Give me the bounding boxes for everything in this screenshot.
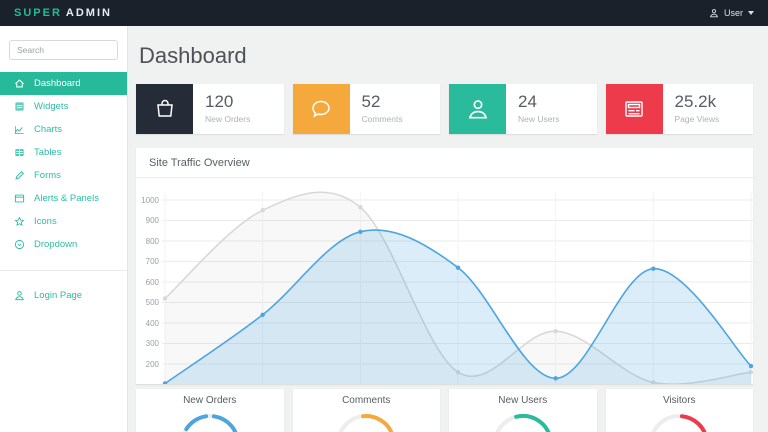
mini-card-visitors: Visitors	[605, 389, 753, 432]
user-icon	[13, 290, 25, 302]
traffic-chart: 1000 900 800 700 600 500 400 300 200	[136, 178, 753, 384]
sidebar-item-label: Icons	[34, 216, 57, 227]
y-axis-tick: 800	[145, 236, 159, 246]
stat-card-new-users: 24 New Users	[449, 84, 597, 134]
sidebar-item-label: Login Page	[34, 290, 83, 301]
y-axis-tick: 500	[145, 298, 159, 307]
sidebar-item-tables[interactable]: Tables	[0, 141, 127, 164]
sidebar-item-charts[interactable]: Charts	[0, 118, 127, 141]
star-icon	[13, 216, 25, 228]
y-axis-tick: 900	[145, 216, 159, 225]
user-menu[interactable]: User	[709, 8, 754, 18]
sidebar-item-label: Dropdown	[34, 239, 78, 250]
stats-row: 120 New Orders 52 Comments 24	[136, 84, 753, 134]
brand-super: SUPER	[14, 7, 62, 19]
gauge-chart	[178, 412, 242, 432]
sidebar-item-label: Forms	[34, 170, 61, 181]
sidebar-item-label: Charts	[34, 124, 62, 135]
sidebar-item-widgets[interactable]: Widgets	[0, 95, 127, 118]
mini-card-title: New Users	[498, 395, 548, 406]
y-axis-tick: 700	[145, 257, 159, 266]
y-axis-tick: 400	[145, 318, 159, 328]
y-axis-tick: 200	[145, 359, 159, 369]
user-icon	[709, 8, 719, 18]
traffic-chart-panel: Site Traffic Overview 1000 900 800 700 600 50…	[136, 148, 753, 384]
brand-logo[interactable]: SUPER ADMIN	[14, 7, 112, 19]
chevron-circle-icon	[13, 239, 25, 251]
gauge-chart	[491, 412, 555, 432]
y-axis-tick: 600	[145, 277, 159, 287]
mini-card-new-users: New Users	[449, 389, 597, 432]
chevron-down-icon	[748, 11, 754, 15]
stat-card-page-views: 25.2k Page Views	[605, 84, 753, 134]
stat-label: New Orders	[205, 114, 251, 124]
sidebar-item-login-page[interactable]: Login Page	[0, 284, 127, 307]
sidebar-item-alerts-panels[interactable]: Alerts & Panels	[0, 187, 127, 210]
y-axis-tick: 1000	[141, 195, 159, 205]
stat-card-new-orders: 120 New Orders	[136, 84, 284, 134]
chart-icon	[13, 124, 25, 136]
panel-icon	[13, 193, 25, 205]
gauge-chart	[334, 412, 398, 432]
sidebar-nav: Dashboard Widgets Charts Tables	[0, 72, 127, 307]
mini-card-title: Visitors	[662, 395, 696, 406]
widgets-icon	[13, 101, 25, 113]
table-icon	[13, 147, 25, 159]
mini-card-title: New Orders	[183, 395, 237, 406]
sidebar-item-label: Widgets	[34, 101, 69, 112]
mini-card-comments: Comments	[292, 389, 440, 432]
stat-value: 52	[361, 92, 381, 111]
newspaper-icon	[605, 84, 663, 134]
sidebar-divider	[0, 270, 127, 271]
sidebar-item-icons[interactable]: Icons	[0, 210, 127, 233]
topbar: SUPER ADMIN User	[0, 0, 768, 26]
user-label: User	[723, 8, 743, 18]
chart-panel-title: Site Traffic Overview	[136, 148, 753, 178]
stat-label: New Users	[518, 114, 560, 124]
stat-card-comments: 52 Comments	[292, 84, 440, 134]
sidebar: Dashboard Widgets Charts Tables	[0, 26, 128, 432]
bag-icon	[136, 84, 193, 134]
brand-admin: ADMIN	[65, 7, 112, 19]
gauge-chart	[647, 412, 711, 432]
search-input[interactable]	[9, 40, 118, 60]
mini-card-title: Comments	[342, 395, 391, 406]
person-icon	[449, 84, 506, 134]
stat-value: 25.2k	[674, 92, 717, 111]
sidebar-item-label: Alerts & Panels	[34, 193, 99, 204]
main-content: Dashboard 120 New Orders 52 Comments	[128, 26, 768, 432]
stat-value: 120	[205, 92, 234, 111]
sidebar-item-label: Dashboard	[34, 78, 81, 89]
sidebar-item-forms[interactable]: Forms	[0, 164, 127, 187]
y-axis-tick: 300	[145, 339, 159, 348]
stat-value: 24	[518, 92, 537, 111]
pencil-icon	[13, 170, 25, 182]
stat-label: Comments	[361, 114, 403, 124]
chat-icon	[292, 84, 350, 134]
bottom-cards-row: New Orders Comments New Users Visitors	[136, 389, 753, 432]
mini-card-new-orders: New Orders	[136, 389, 284, 432]
sidebar-item-label: Tables	[34, 147, 62, 158]
home-icon	[13, 78, 25, 90]
sidebar-item-dashboard[interactable]: Dashboard	[0, 72, 127, 95]
stat-label: Page Views	[674, 114, 720, 124]
page-title: Dashboard	[139, 43, 247, 68]
sidebar-item-dropdown[interactable]: Dropdown	[0, 233, 127, 256]
